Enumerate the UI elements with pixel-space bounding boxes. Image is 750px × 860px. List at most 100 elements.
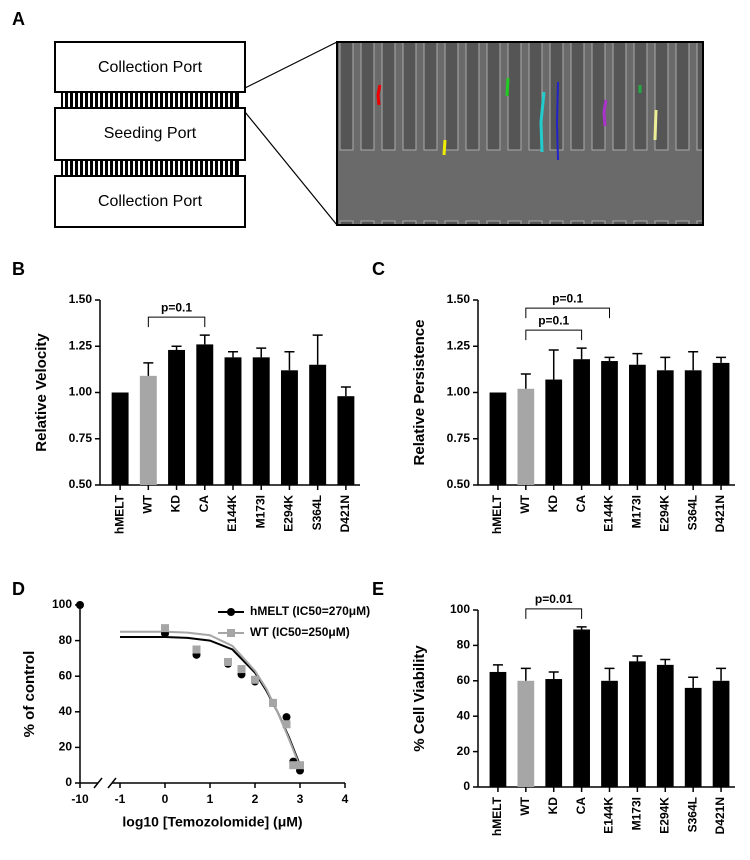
legend-marker <box>227 608 235 616</box>
x-tick-label: S364L <box>685 797 699 832</box>
error-bar <box>688 351 699 371</box>
x-tick-label: D421N <box>713 495 727 532</box>
point <box>289 761 298 770</box>
point <box>296 761 304 770</box>
point <box>224 657 232 666</box>
error-bar <box>660 356 671 371</box>
x-tick-label: hMELT <box>112 494 126 534</box>
bar <box>517 680 535 787</box>
y-axis-label: Relative Velocity <box>33 333 50 452</box>
significance-bracket <box>525 329 583 341</box>
bar <box>656 370 674 485</box>
legend-label: hMELT (IC50=270μM) <box>250 604 370 618</box>
x-tick-label: CA <box>574 797 588 815</box>
bar <box>337 396 355 485</box>
point <box>192 645 201 654</box>
x-tick-label: -10 <box>71 792 89 806</box>
point <box>251 675 259 684</box>
panel-letter: E <box>372 579 384 599</box>
bar <box>712 680 730 787</box>
bar <box>684 687 702 787</box>
error-bar <box>576 347 587 360</box>
box-label: Seeding Port <box>104 125 197 142</box>
y-tick-label: 1.00 <box>69 385 93 399</box>
x-axis-label: log10 [Temozolomide] (μM) <box>122 814 302 830</box>
y-tick-label: 0.50 <box>447 477 471 491</box>
bar <box>712 362 730 485</box>
p-value: p=0.1 <box>161 300 192 314</box>
x-tick-label: WT <box>518 494 532 513</box>
point <box>269 698 277 707</box>
bar <box>489 671 507 787</box>
error-bar <box>171 345 182 350</box>
x-tick-label: E144K <box>602 797 616 834</box>
x-tick-label: KD <box>546 495 560 513</box>
x-tick-label: D421N <box>713 797 727 834</box>
error-bar <box>520 667 531 681</box>
error-bar <box>604 356 615 362</box>
error-bar <box>492 664 503 672</box>
box-label: Collection Port <box>98 59 203 76</box>
y-axis-label: Relative Persistence <box>411 320 428 466</box>
error-bar <box>688 676 699 688</box>
x-tick-label: S364L <box>310 495 324 530</box>
x-tick-label: WT <box>141 494 155 513</box>
bar <box>601 680 618 787</box>
error-bar <box>632 352 643 365</box>
y-tick-label: 0 <box>463 779 470 793</box>
bar <box>629 661 646 787</box>
bar <box>280 370 298 485</box>
zoom-line <box>244 41 338 89</box>
error-bar <box>548 349 559 380</box>
x-tick-label: KD <box>169 495 183 513</box>
y-tick-label: 100 <box>450 602 470 616</box>
x-tick-label: M173I <box>253 495 267 528</box>
x-tick-label: KD <box>546 797 560 815</box>
bar <box>684 370 702 485</box>
y-tick-label: 60 <box>59 668 73 682</box>
y-tick-label: 20 <box>457 744 471 758</box>
x-tick-label: CA <box>574 495 588 513</box>
bar <box>168 349 186 485</box>
bar <box>601 361 618 485</box>
significance-bracket <box>147 316 206 328</box>
panel-letter: C <box>372 259 385 279</box>
y-tick-label: 1.00 <box>447 385 471 399</box>
bar <box>111 392 129 485</box>
y-tick-label: 40 <box>59 704 73 718</box>
x-tick-label: 1 <box>207 792 214 806</box>
bar <box>252 357 270 485</box>
error-bar <box>312 334 323 365</box>
point <box>161 624 169 633</box>
significance-bracket <box>525 608 583 619</box>
zoom-line <box>244 111 338 226</box>
p-value: p=0.1 <box>552 291 583 305</box>
error-bar <box>520 373 531 389</box>
bar <box>309 364 327 485</box>
panel-letter: B <box>12 259 25 279</box>
bar <box>489 392 507 485</box>
error-bar <box>632 655 643 662</box>
point <box>282 713 291 722</box>
bar <box>224 357 242 485</box>
x-tick-label: E294K <box>282 495 296 532</box>
error-bar <box>660 658 671 665</box>
panel-letter: A <box>12 9 25 29</box>
x-tick-label: 4 <box>342 792 349 806</box>
point <box>237 665 246 674</box>
x-tick-label: WT <box>518 796 532 815</box>
x-tick-label: -1 <box>115 792 126 806</box>
error-bar <box>284 351 295 371</box>
x-tick-label: E144K <box>225 495 239 532</box>
box-label: Collection Port <box>98 193 203 210</box>
error-bar <box>143 362 154 376</box>
y-tick-label: 1.25 <box>69 338 93 352</box>
error-bar <box>604 667 615 681</box>
y-tick-label: 0.75 <box>69 431 93 445</box>
x-tick-label: CA <box>197 495 211 513</box>
x-tick-label: hMELT <box>490 494 504 534</box>
bar <box>139 375 157 485</box>
bar <box>517 388 535 485</box>
error-bar <box>228 351 238 358</box>
